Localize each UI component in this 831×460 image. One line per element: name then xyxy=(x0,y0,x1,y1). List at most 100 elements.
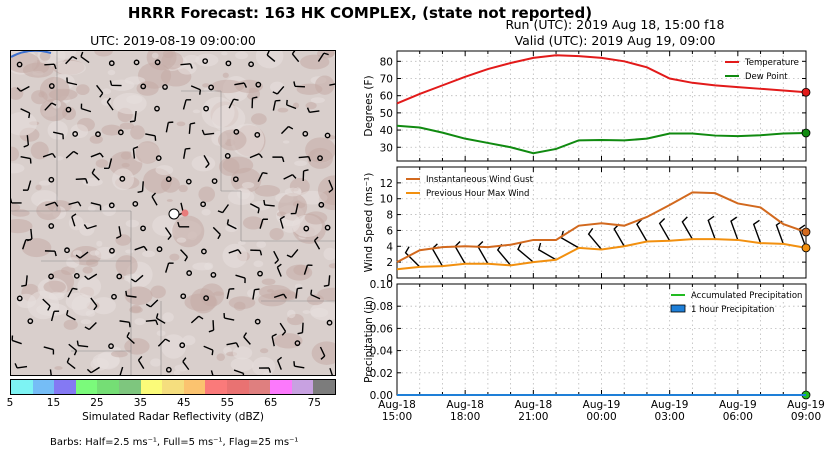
wind-barb xyxy=(404,246,421,268)
wind-barb xyxy=(251,96,258,109)
series-line-1 xyxy=(396,124,807,155)
calm-circle xyxy=(154,105,160,112)
wind-barb xyxy=(126,331,135,345)
wind-barb xyxy=(188,122,196,134)
calm-circle xyxy=(48,223,55,229)
wind-barb xyxy=(263,199,275,207)
calm-circle xyxy=(185,178,192,185)
calm-circle xyxy=(317,155,323,162)
x-tick-label: 09:00 xyxy=(791,411,821,423)
temperature-chart: 30 40 50 60 70 80 Degrees (F) Temperature Dew Po… xyxy=(363,50,811,162)
wind-barb xyxy=(313,236,321,250)
chart-legend: Temperature Dew Point xyxy=(725,58,799,82)
wind-barb xyxy=(11,335,22,345)
wind-barb xyxy=(323,275,331,287)
calm-circle xyxy=(156,246,163,253)
wind-barb xyxy=(226,342,240,348)
colorbar-tick-label: 45 xyxy=(177,397,191,409)
calm-circle xyxy=(64,247,70,254)
calm-circle xyxy=(48,176,55,183)
wind-barb xyxy=(190,315,204,324)
calm-circle xyxy=(132,200,139,207)
wind-barb xyxy=(125,290,137,298)
barbs-legend-note: Barbs: Half=2.5 ms⁻¹, Full=5 ms⁻¹, Flag=… xyxy=(50,437,299,448)
wind-barb xyxy=(517,242,534,263)
wind-barb xyxy=(297,322,304,335)
y-axis-label: Degrees (F) xyxy=(363,75,375,136)
calm-circle xyxy=(48,273,54,280)
wind-barb xyxy=(249,203,260,214)
calm-circle xyxy=(254,318,261,325)
colorbar-tick-label: 15 xyxy=(46,397,61,409)
y-tick-label: 4 xyxy=(386,241,393,253)
wind-barb xyxy=(119,320,131,328)
wind-barb xyxy=(249,153,263,159)
wind-barb xyxy=(252,288,260,300)
calm-circle xyxy=(224,152,231,159)
wind-barb xyxy=(752,219,762,244)
wind-barb xyxy=(84,273,98,280)
wind-barb xyxy=(560,230,580,249)
wind-barb xyxy=(293,361,305,369)
series-endpoint xyxy=(801,87,811,97)
legend-label: 1 hour Precipitation xyxy=(691,305,774,315)
wind-barb xyxy=(96,84,104,98)
calm-circle xyxy=(165,176,172,183)
wind-barb xyxy=(210,370,214,375)
wind-barb xyxy=(177,221,190,228)
calm-circle xyxy=(203,105,210,112)
wind-barb xyxy=(49,369,52,375)
wind-barb xyxy=(276,263,282,277)
calm-circle xyxy=(255,81,262,88)
colorbar-swatch xyxy=(118,380,141,394)
wind-barb xyxy=(75,251,89,259)
wind-barb xyxy=(182,357,190,371)
wind-barb xyxy=(587,228,603,250)
wind-barb xyxy=(317,52,329,62)
y-tick-label: 0.02 xyxy=(370,368,393,380)
wind-barb xyxy=(279,215,285,229)
calm-circle xyxy=(108,343,114,350)
wind-barb xyxy=(477,240,489,265)
wind-barb xyxy=(90,297,98,311)
precipitation-chart: 0.00 0.02 0.04 0.06 0.08 0.10 Precipitation (i… xyxy=(363,279,825,423)
calm-circle xyxy=(203,295,210,302)
wind-barb xyxy=(203,345,214,356)
colorbar-tick-label: 65 xyxy=(264,397,278,409)
calm-circle xyxy=(73,272,80,279)
calm-circle xyxy=(201,248,207,255)
calm-circle xyxy=(48,83,55,89)
wind-barb xyxy=(80,51,90,64)
calm-circle xyxy=(233,128,240,135)
wind-barb xyxy=(42,152,56,158)
y-axis-label: Wind Speed (ms⁻¹) xyxy=(363,173,375,273)
wind-barb xyxy=(182,99,192,110)
wind-barb xyxy=(266,51,276,63)
wind-barb xyxy=(319,346,326,360)
wind-barb xyxy=(134,245,148,251)
wind-barb xyxy=(106,97,114,111)
calm-circle xyxy=(318,201,325,208)
wind-barb xyxy=(272,85,285,95)
wind-barb xyxy=(233,369,245,375)
calm-circle xyxy=(119,175,126,182)
wind-barb xyxy=(44,63,57,70)
calm-circle xyxy=(294,340,301,347)
colorbar-tick-label: 35 xyxy=(133,397,148,409)
wind-barb xyxy=(130,274,144,283)
reflectivity-colorbar xyxy=(10,379,336,395)
calm-circle xyxy=(210,272,217,278)
legend-label: Dew Point xyxy=(745,72,788,82)
calm-circle xyxy=(200,201,207,208)
wind-barb xyxy=(20,156,32,164)
calm-circle xyxy=(208,84,215,91)
fire-perimeter-marker xyxy=(181,209,189,217)
wind-barb xyxy=(91,168,100,181)
wind-barb xyxy=(14,363,28,369)
wind-barb xyxy=(66,310,76,321)
wind-barb xyxy=(496,243,512,266)
wind-barb xyxy=(66,77,78,86)
wind-barb xyxy=(11,197,22,204)
wind-barb xyxy=(298,155,312,162)
wind-barb xyxy=(16,85,30,92)
